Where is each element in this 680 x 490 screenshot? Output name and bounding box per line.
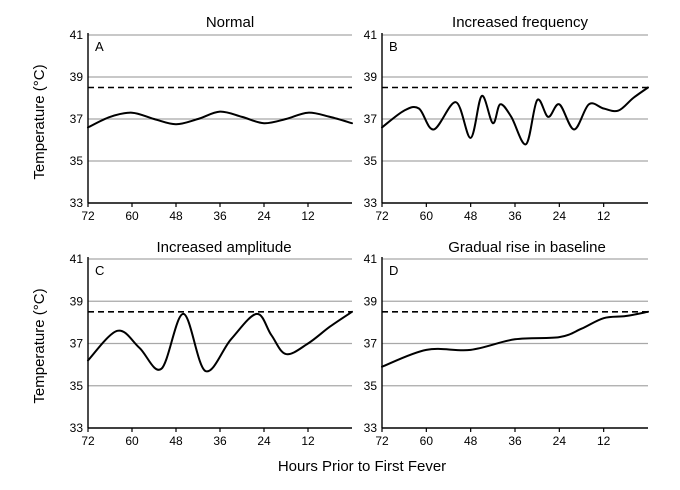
panel-letter: C [95, 263, 104, 278]
y-tick-label: 37 [70, 337, 84, 351]
y-tick-label: 39 [364, 70, 378, 84]
x-tick-label: 48 [169, 434, 183, 448]
x-tick-label: 12 [597, 209, 611, 223]
y-tick-label: 33 [70, 421, 84, 435]
y-tick-label: 35 [364, 379, 378, 393]
x-tick-label: 48 [169, 209, 183, 223]
y-tick-label: 35 [70, 154, 84, 168]
x-tick-label: 60 [420, 209, 434, 223]
x-tick-label: 36 [213, 434, 227, 448]
y-tick-label: 41 [70, 28, 84, 42]
x-tick-label: 12 [301, 209, 315, 223]
x-tick-label: 72 [375, 209, 389, 223]
y-tick-label: 39 [70, 294, 84, 308]
panel-increased-frequency: Increased frequency B 33 35 37 39 41 72 60 48 36… [364, 14, 649, 223]
x-tick-label: 24 [257, 209, 271, 223]
panel-title: Increased frequency [452, 14, 588, 31]
y-tick-label: 33 [70, 196, 84, 210]
panel-title: Increased amplitude [156, 239, 291, 256]
y-tick-label: 37 [70, 112, 84, 126]
panel-title: Normal [206, 14, 254, 31]
y-axis-label: Temperature (°C) [31, 288, 48, 403]
y-tick-label: 37 [364, 337, 378, 351]
y-tick-label: 39 [70, 70, 84, 84]
panel-letter: A [95, 39, 104, 54]
x-tick-label: 36 [213, 209, 227, 223]
x-tick-label: 48 [464, 209, 478, 223]
x-tick-label: 24 [553, 209, 567, 223]
y-tick-label: 41 [364, 252, 378, 266]
y-tick-label: 41 [364, 28, 378, 42]
panel-letter: B [389, 39, 398, 54]
x-tick-label: 60 [125, 434, 139, 448]
x-tick-label: 60 [125, 209, 139, 223]
y-tick-label: 33 [364, 196, 378, 210]
y-tick-label: 35 [70, 379, 84, 393]
x-axis-label: Hours Prior to First Fever [278, 458, 446, 475]
x-tick-label: 36 [508, 209, 522, 223]
temperature-series-line [87, 110, 353, 129]
y-tick-label: 39 [364, 294, 378, 308]
panel-gradual-rise: Gradual rise in baseline D Hours Prior t… [278, 239, 649, 475]
panel-increased-amplitude: Increased amplitude C Temperature (°C) 3… [31, 239, 353, 448]
panel-letter: D [389, 263, 398, 278]
y-tick-label: 41 [70, 252, 84, 266]
x-tick-label: 36 [508, 434, 522, 448]
temperature-series-line [87, 310, 353, 373]
y-tick-label: 37 [364, 112, 378, 126]
x-tick-label: 72 [81, 209, 95, 223]
temperature-series-line [381, 310, 649, 368]
x-tick-label: 12 [597, 434, 611, 448]
x-tick-label: 72 [81, 434, 95, 448]
x-tick-label: 24 [553, 434, 567, 448]
x-tick-label: 48 [464, 434, 478, 448]
x-tick-label: 24 [257, 434, 271, 448]
y-axis-label: Temperature (°C) [31, 64, 48, 179]
x-tick-label: 12 [301, 434, 315, 448]
x-tick-label: 60 [420, 434, 434, 448]
panel-normal: Normal A Temperature (°C) 33 35 37 39 41 72 60… [31, 14, 353, 223]
y-tick-label: 35 [364, 154, 378, 168]
y-tick-label: 33 [364, 421, 378, 435]
temperature-series-line [381, 86, 649, 146]
panel-title: Gradual rise in baseline [448, 239, 606, 256]
x-tick-label: 72 [375, 434, 389, 448]
